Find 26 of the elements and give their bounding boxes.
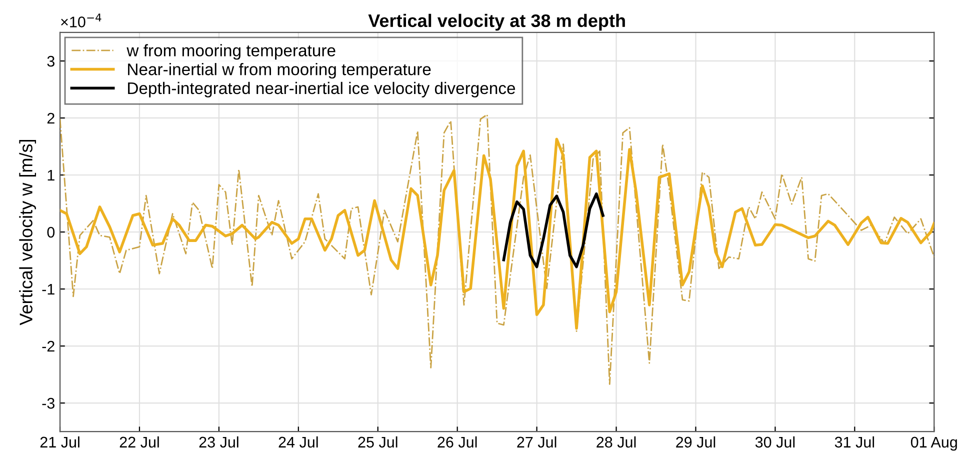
x-tick-label: 29 Jul [676, 436, 716, 448]
legend-label: w from mooring temperature [126, 44, 336, 60]
x-tick-label: 01 Aug [910, 436, 957, 451]
x-tick-label: 22 Jul [120, 436, 159, 448]
y-tick-label: 1 [48, 170, 54, 181]
y-tick-label: -2 [42, 340, 54, 352]
x-tick-label: 25 Jul [358, 436, 398, 448]
legend-label: Depth-integrated near-inertial ice velocity divergence [128, 82, 516, 98]
y-tick-label: 3 [47, 56, 54, 67]
x-tick-label: 26 Jul [438, 436, 477, 448]
x-tick-label: 31 Jul [834, 436, 874, 448]
y-axis-title: Vertical velocity w [m/s] [19, 140, 36, 326]
x-tick-label: 27 Jul [517, 436, 556, 448]
x-tick-label: 21 Jul [40, 436, 80, 448]
y-tick-label: 2 [47, 112, 54, 124]
text: ×10$^{−4}$ [61, 14, 102, 28]
x-tick-label: 30 Jul [755, 436, 795, 448]
y-tick-label: 0 [47, 226, 55, 238]
legend-label: Near-inertial w from mooring temperature [128, 63, 431, 79]
x-tick-label: 24 Jul [278, 436, 318, 448]
line-series [502, 192, 604, 268]
x-tick-label: 28 Jul [596, 436, 636, 448]
y-tick-label: -1 [42, 284, 54, 295]
x-tick-label: 23 Jul [199, 436, 238, 448]
y-tick-label: -3 [42, 398, 54, 409]
chart-title: Vertical velocity at 38 m depth [368, 14, 625, 31]
